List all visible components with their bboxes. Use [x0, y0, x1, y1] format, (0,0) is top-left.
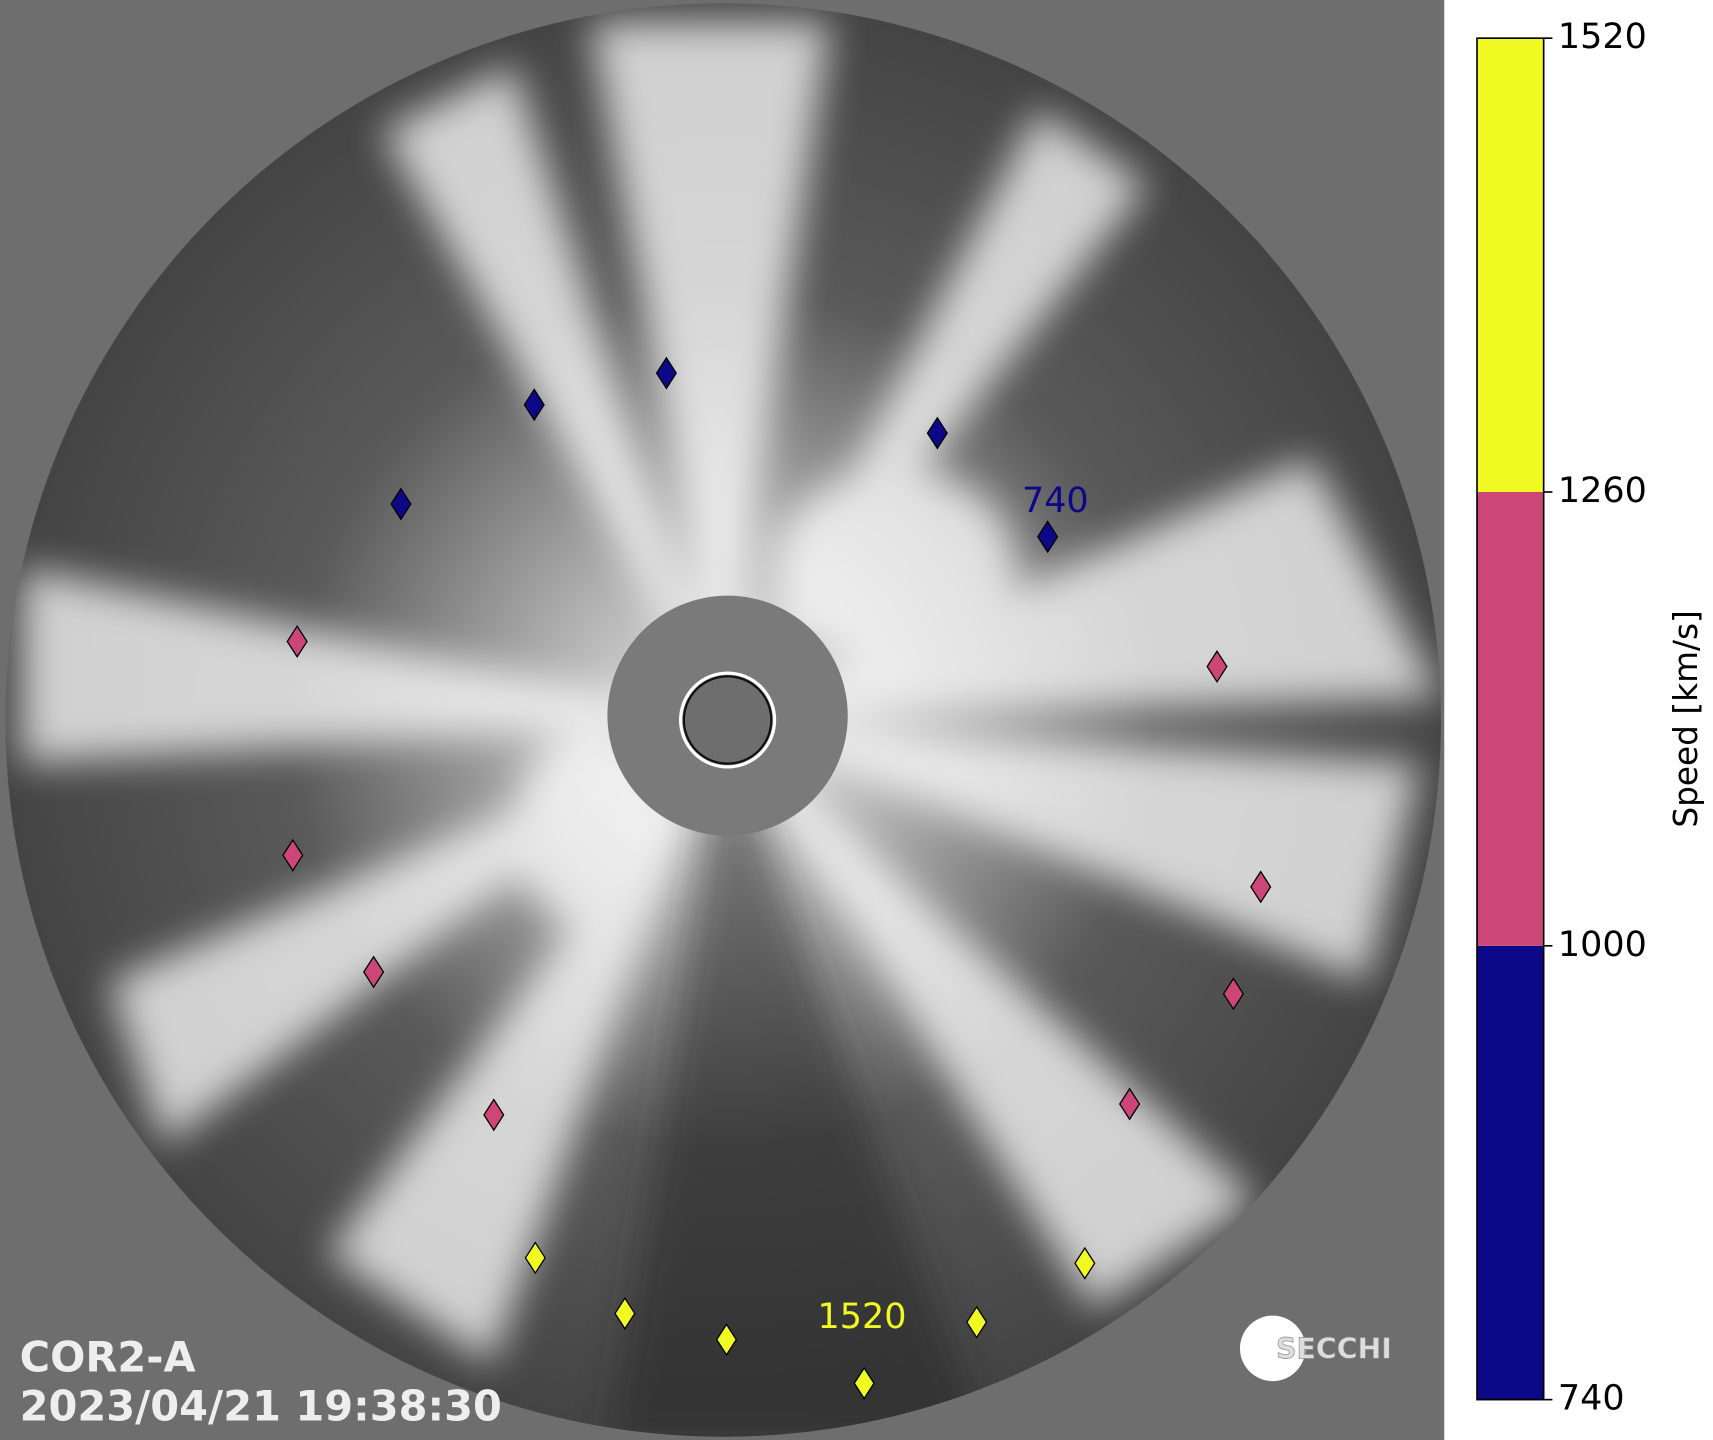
colorbar-segment	[1477, 945, 1544, 1400]
instrument-label: COR2-A	[20, 1332, 196, 1381]
colorbar-segment	[1477, 492, 1544, 946]
speed-marker	[715, 1323, 738, 1357]
tick-label: 1520	[1558, 17, 1647, 57]
speed-marker	[1037, 520, 1059, 554]
speed-marker	[1222, 977, 1245, 1011]
annotation: 1520	[817, 1297, 906, 1337]
sun-limb-inner	[682, 675, 773, 765]
logo: SECCHI	[1276, 1333, 1392, 1366]
colorbar: 740 1000 1260 1520	[1476, 17, 1647, 1419]
speed-marker	[655, 356, 678, 390]
tick-label: 1000	[1558, 925, 1647, 965]
speed-markers	[282, 356, 1272, 1400]
speed-marker	[483, 1098, 505, 1132]
speed-marker	[1119, 1087, 1141, 1121]
tick-label: 1260	[1558, 471, 1647, 511]
speed-marker	[286, 624, 308, 658]
speed-marker	[282, 838, 304, 872]
speed-marker	[853, 1366, 875, 1400]
speed-marker	[614, 1296, 636, 1330]
colorbar-frame	[1476, 37, 1545, 1401]
speed-marker	[524, 1241, 546, 1275]
speed-marker	[1250, 870, 1272, 904]
colorbar-label: Speed [km/s]	[1667, 610, 1705, 827]
dark-lane	[611, 720, 984, 1437]
speed-marker	[363, 955, 385, 989]
speed-marker	[926, 416, 948, 450]
corona-rays	[21, 21, 1441, 1364]
timestamp: 2023/04/21 19:38:30	[20, 1381, 502, 1430]
speed-marker	[523, 388, 545, 422]
speed-marker	[390, 487, 412, 521]
speed-marker	[1074, 1246, 1096, 1280]
logo-mark	[1239, 1315, 1306, 1382]
speed-marker	[966, 1305, 988, 1339]
sun-limb	[678, 671, 777, 769]
tick-label: 740	[1558, 1379, 1625, 1419]
speed-marker	[1206, 650, 1228, 684]
colorbar-segment	[1477, 38, 1544, 492]
annotation: 740	[1022, 481, 1089, 521]
